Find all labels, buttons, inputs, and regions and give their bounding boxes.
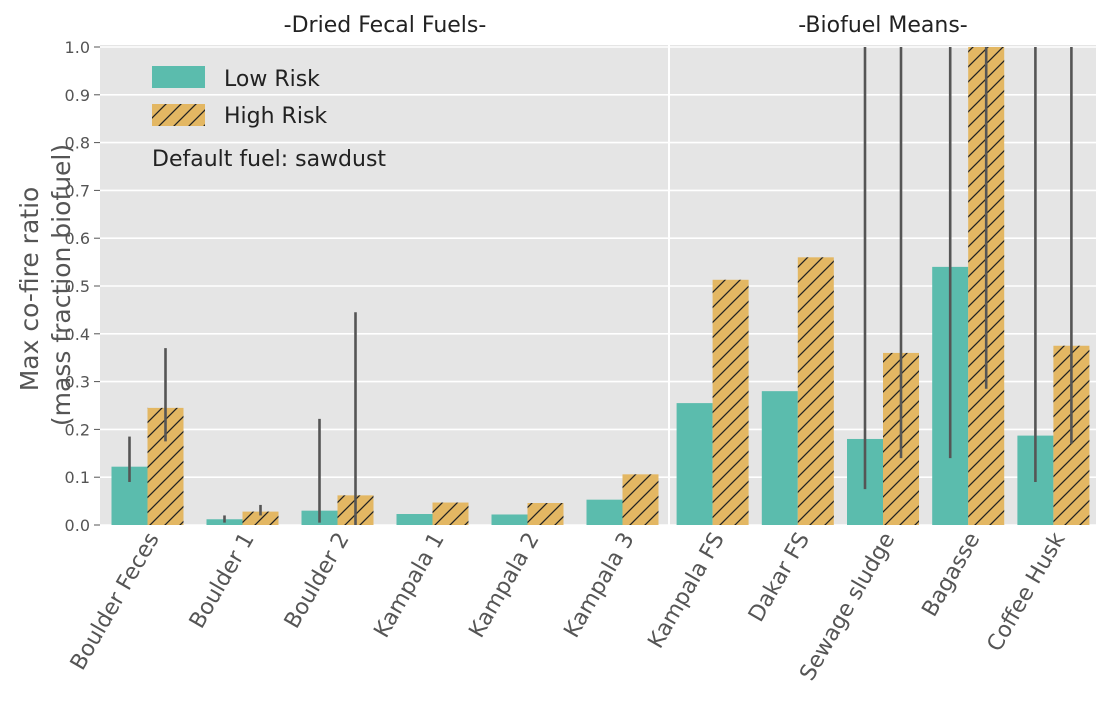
grid-lines [100, 46, 1096, 526]
y-tick-label-2: 0.2 [65, 420, 90, 439]
bar-hatch-0-5 [622, 474, 659, 525]
x-tick-label-0-1: Boulder 1 [185, 529, 260, 633]
bar-low-risk-0-4 [491, 514, 528, 525]
y-axis-label-line-1: Max co-fire ratio [15, 187, 44, 392]
y-tick-label-0: 0.0 [65, 516, 90, 535]
annotation-default-fuel: Default fuel: sawdust [152, 147, 386, 172]
x-tick-label-0-4: Kampala 2 [465, 529, 545, 643]
x-tick-label-1-2: Sewage sludge [795, 529, 900, 686]
y-tick-label-6: 0.6 [65, 229, 90, 248]
bar-low-risk-1-1 [761, 391, 798, 525]
y-axis-label-line-2: (mass fraction biofuel) [47, 144, 76, 426]
bar-hatch-1-0 [712, 279, 749, 525]
bar-hatch-0-1 [242, 511, 279, 525]
bar-low-risk-0-3 [396, 514, 433, 525]
x-axis-labels: Boulder Feces Boulder 1 Boulder 2 Kampala 1… [66, 528, 1071, 685]
legend-swatch-low-risk [152, 66, 205, 88]
x-tick-label-0-0: Boulder Feces [66, 529, 165, 675]
legend-swatch-high-risk-hatch [152, 104, 205, 126]
y-tick-label-10: 1.0 [65, 38, 90, 57]
error-bars-layer [128, 47, 1073, 525]
x-tick-label-0-5: Kampala 3 [560, 529, 640, 643]
y-tick-label-3: 0.3 [65, 373, 90, 392]
x-tick-label-1-3: Bagasse [918, 528, 986, 621]
x-tick-label-0-3: Kampala 1 [370, 529, 450, 643]
x-tick-label-1-1: Dakar FS [744, 529, 815, 627]
legend: Low Risk High Risk Default fuel: sawdust [152, 66, 386, 172]
y-tick-label-8: 0.8 [65, 134, 90, 153]
bar-hatch-1-1 [797, 257, 834, 525]
legend-label-low-risk: Low Risk [224, 67, 320, 92]
y-tick-label-4: 0.4 [65, 325, 90, 344]
bar-hatch-0-4 [527, 503, 564, 525]
panel-titles: -Dried Fecal Fuels- -Biofuel Means- [284, 13, 968, 38]
panel-title-1: -Biofuel Means- [798, 13, 968, 38]
y-tick-label-1: 0.1 [65, 468, 90, 487]
panel-title-0: -Dried Fecal Fuels- [284, 13, 487, 38]
y-tick-label-9: 0.9 [65, 86, 90, 105]
x-tick-label-0-2: Boulder 2 [280, 529, 355, 633]
bar-low-risk-1-0 [676, 403, 713, 525]
x-tick-label-1-0: Kampala FS [644, 529, 730, 653]
bar-hatch-0-3 [432, 502, 469, 525]
legend-label-high-risk: High Risk [224, 104, 327, 129]
y-tick-label-5: 0.5 [65, 277, 90, 296]
y-axis-label: Max co-fire ratio (mass fraction biofuel… [15, 144, 76, 426]
x-tick-label-1-4: Coffee Husk [983, 528, 1071, 656]
bar-low-risk-0-5 [586, 499, 623, 525]
y-tick-label-7: 0.7 [65, 181, 90, 200]
y-axis-ticks: 0.0 0.1 0.2 0.3 0.4 0.5 0.6 0.7 0.8 0.9 1.0 [65, 38, 100, 535]
